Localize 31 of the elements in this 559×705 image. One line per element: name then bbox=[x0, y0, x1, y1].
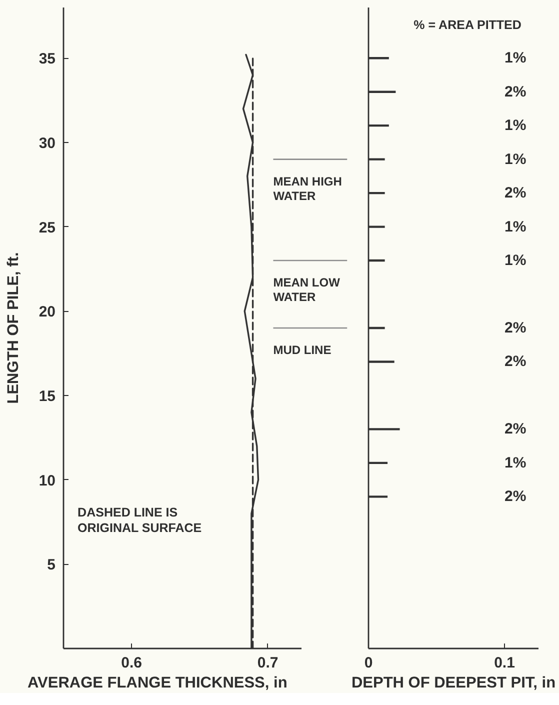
annotation: 1% bbox=[504, 50, 526, 67]
x-tick-label: 0 bbox=[364, 654, 373, 672]
x-tick-label: 0.6 bbox=[121, 654, 142, 672]
y-tick-label: 15 bbox=[38, 388, 56, 405]
ref-line-label: MUD LINE bbox=[273, 343, 332, 357]
y-tick-label: 35 bbox=[38, 50, 56, 68]
y-tick-label: 25 bbox=[38, 219, 56, 236]
y-axis-title: LENGTH OF PILE, ft. bbox=[4, 252, 22, 404]
annotation: 2% bbox=[504, 184, 526, 202]
annotation: 2% bbox=[504, 488, 526, 506]
annotation: 1% bbox=[504, 218, 526, 236]
annotation: 2% bbox=[504, 320, 526, 336]
ref-line-label: MEAN LOW WATER bbox=[273, 276, 341, 304]
y-tick-label: 5 bbox=[47, 556, 56, 574]
x-axis-title: DEPTH OF DEEPEST PIT, in bbox=[351, 674, 556, 692]
x-tick-label: 0.7 bbox=[257, 654, 278, 672]
annotation: DASHED LINE IS ORIGINAL SURFACE bbox=[78, 506, 202, 535]
y-tick-label: 20 bbox=[38, 304, 56, 321]
ref-line-label: MEAN HIGH WATER bbox=[273, 174, 342, 204]
y-tick-label: 10 bbox=[38, 472, 56, 490]
annotation: 1% bbox=[504, 117, 526, 134]
x-tick-label: 0.1 bbox=[494, 654, 515, 672]
annotation: 2% bbox=[504, 353, 526, 370]
annotation: 2% bbox=[504, 420, 526, 438]
x-axis-title: AVERAGE FLANGE THICKNESS, in bbox=[28, 674, 288, 692]
annotation: 1% bbox=[504, 252, 526, 270]
y-tick-label: 30 bbox=[38, 134, 56, 152]
annotation: 2% bbox=[504, 83, 526, 100]
annotation: 1% bbox=[504, 454, 526, 472]
annotation: 1% bbox=[504, 150, 526, 168]
annotation: % = AREA PITTED bbox=[414, 18, 522, 32]
